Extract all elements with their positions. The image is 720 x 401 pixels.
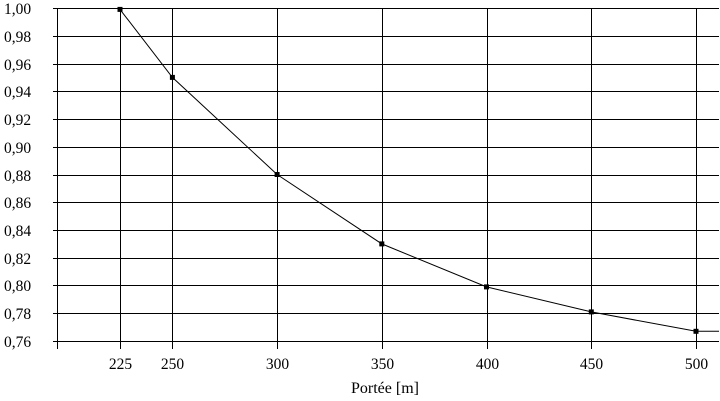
plot-area	[117, 6, 719, 334]
x-tick-label: 500	[685, 356, 709, 373]
series-line	[119, 9, 719, 332]
x-tick-label: 450	[580, 356, 604, 373]
data-point-marker	[274, 172, 280, 177]
y-tick-label: 0,96	[4, 57, 31, 74]
x-tick-label: 250	[161, 356, 185, 373]
x-axis-title: Portée [m]	[351, 380, 419, 397]
y-tick-label: 0,88	[4, 168, 31, 185]
data-point-marker	[379, 241, 385, 247]
tick-labels: 0,76 0,78 0,80 0,82 0,84 0,86 0,88 0,90 0,92 0,94…	[4, 1, 708, 373]
data-point-marker	[169, 74, 175, 80]
y-tick-label: 0,86	[4, 195, 31, 212]
y-tick-label: 1,00	[4, 1, 31, 18]
y-tick-label: 0,84	[4, 223, 31, 240]
grid	[57, 8, 719, 342]
y-tick-label: 0,94	[4, 84, 31, 101]
y-tick-label: 0,90	[4, 140, 31, 157]
y-tick-label: 0,92	[4, 112, 31, 129]
axes	[53, 8, 719, 349]
x-tick-label: 400	[476, 356, 500, 373]
data-point-marker	[484, 284, 489, 290]
y-tick-label: 0,76	[4, 334, 31, 351]
data-point-marker	[117, 6, 123, 12]
x-tick-label: 350	[371, 356, 395, 373]
x-tick-label: 225	[109, 356, 133, 373]
y-tick-label: 0,80	[4, 278, 31, 295]
data-point-marker	[588, 309, 594, 315]
y-tick-label: 0,82	[4, 251, 31, 268]
y-tick-label: 0,98	[4, 29, 31, 46]
x-tick-label: 300	[266, 356, 290, 373]
data-point-marker	[693, 328, 699, 334]
y-tick-label: 0,78	[4, 306, 31, 323]
